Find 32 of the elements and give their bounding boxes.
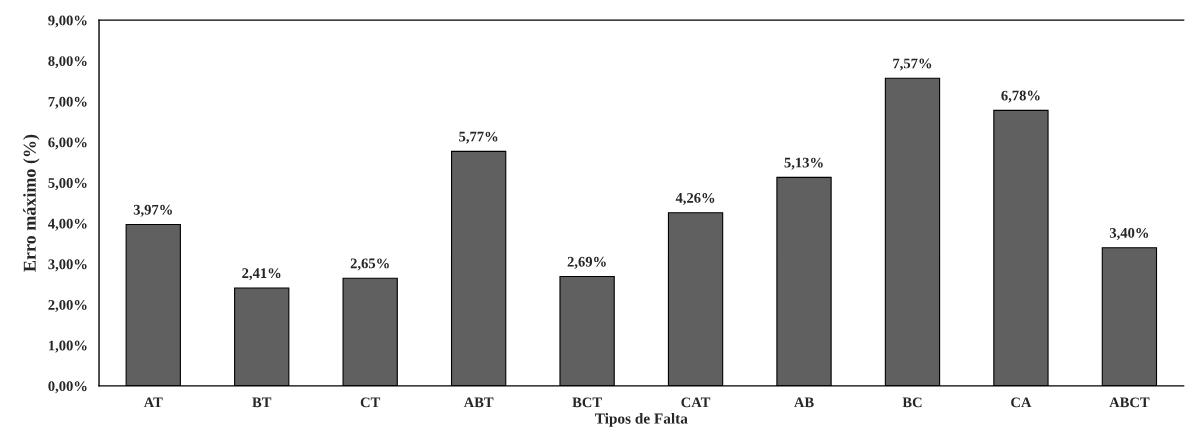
y-tick-label: 0,00% [48,381,87,394]
y-axis-title: Erro máximo (%) [23,134,40,272]
data-label: 6,78% [1001,90,1040,103]
y-tick-label: 7,00% [48,96,87,109]
x-tick-label: AT [143,397,163,408]
data-label: 4,26% [675,193,715,205]
data-label: 3,40% [1109,227,1149,240]
data-label: 5,13% [784,157,823,170]
y-tick-label: 6,00% [48,137,87,150]
data-label: 2,65% [350,258,389,271]
y-tick-label: 1,00% [48,340,87,353]
x-tick-label: ABCT [1109,397,1150,408]
y-tick-label: 8,00% [48,56,87,69]
data-label: 2,69% [567,256,606,269]
x-tick-label: BT [252,397,272,408]
x-tick-label: BC [902,397,922,408]
x-tick-label: ABT [463,397,494,408]
data-label: 2,41% [242,268,281,281]
y-tick-label: 2,00% [48,299,87,312]
y-tick-label: 3,00% [48,259,87,272]
x-tick-label: CAT [681,397,711,408]
x-tick-label: BCT [572,397,602,408]
y-tick-label: 9,00% [48,15,87,28]
data-label: 5,77% [459,131,498,144]
x-tick-label: CT [360,397,381,408]
data-label: 3,97% [133,204,172,217]
x-tick-label: CA [1011,397,1032,408]
data-label: 7,57% [893,58,932,71]
x-axis-title: Tipos de Falta [595,412,688,427]
x-tick-label: AB [794,397,814,408]
y-tick-label: 5,00% [48,178,87,191]
y-tick-label: 4,00% [48,218,87,231]
